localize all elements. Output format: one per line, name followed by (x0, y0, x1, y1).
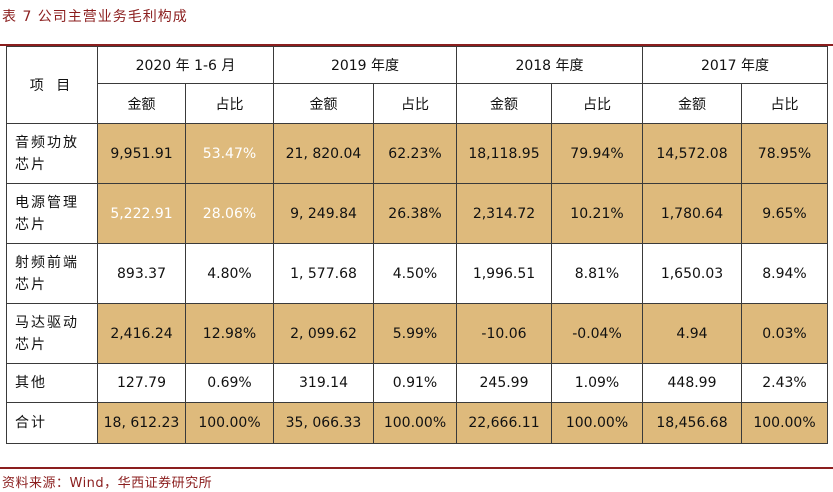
table-row: 电源管理 芯片 5,222.91 28.06% 9, 249.84 26.38% … (6, 183, 828, 244)
share-cell: 8.94% (741, 243, 828, 304)
share-cell: 5.99% (373, 303, 457, 364)
amount-header: 金额 (456, 83, 552, 124)
share-header: 占比 (741, 83, 828, 124)
amount-cell: 448.99 (642, 363, 742, 403)
row-label: 马达驱动 芯片 (6, 303, 98, 364)
amount-cell: 22,666.11 (456, 402, 552, 444)
row-label: 音频功放 芯片 (6, 123, 98, 184)
row-label: 其他 (6, 363, 98, 403)
amount-header: 金额 (642, 83, 742, 124)
row-label-line1: 射频前端 (15, 254, 79, 271)
share-cell: 4.50% (373, 243, 457, 304)
table-row: 射频前端芯片 893.37 4.80% 1, 577.68 4.50% 1,99… (6, 243, 828, 304)
amount-header: 金额 (273, 83, 374, 124)
row-label: 射频前端 芯片 (6, 243, 98, 304)
amount-cell: 18,456.68 (642, 402, 742, 444)
period-header: 2017 年度 (642, 46, 828, 84)
share-cell: -0.04% (551, 303, 643, 364)
share-cell: 26.38% (373, 183, 457, 244)
share-cell: 0.03% (741, 303, 828, 364)
amount-cell: -10.06 (456, 303, 552, 364)
amount-header: 金额 (97, 83, 186, 124)
share-cell: 28.06% (185, 183, 274, 244)
period-header: 2018 年度 (456, 46, 643, 84)
share-cell: 4.80% (185, 243, 274, 304)
amount-cell: 2, 099.62 (273, 303, 374, 364)
share-cell: 53.47% (185, 123, 274, 184)
share-cell: 1.09% (551, 363, 643, 403)
row-label-line1: 马达驱动 (15, 314, 79, 331)
share-header: 占比 (185, 83, 274, 124)
period-header: 2019 年度 (273, 46, 457, 84)
amount-cell: 21, 820.04 (273, 123, 374, 184)
amount-cell: 127.79 (97, 363, 186, 403)
share-cell: 2.43% (741, 363, 828, 403)
share-cell: 9.65% (741, 183, 828, 244)
amount-cell: 1, 577.68 (273, 243, 374, 304)
amount-cell: 319.14 (273, 363, 374, 403)
row-label: 合计 (6, 402, 98, 444)
period-header: 2020 年 1-6 月 (97, 46, 274, 84)
amount-cell: 9,951.91 (97, 123, 186, 184)
share-cell: 0.69% (185, 363, 274, 403)
share-cell: 78.95% (741, 123, 828, 184)
item-header: 项 目 (6, 46, 98, 124)
share-header: 占比 (373, 83, 457, 124)
amount-cell: 4.94 (642, 303, 742, 364)
table-title: 表 7 公司主营业务毛利构成 (2, 9, 188, 25)
amount-cell: 5,222.91 (97, 183, 186, 244)
table-row-total: 合计 18, 612.23 100.00% 35, 066.33 100.00%… (6, 402, 828, 444)
amount-cell: 245.99 (456, 363, 552, 403)
row-label-line2: 芯片 (15, 336, 47, 353)
row-label-line2: 芯片 (15, 276, 47, 293)
gross-profit-table: 项 目 2020 年 1-6 月 2019 年度 2018 年度 2017 年度… (6, 46, 828, 444)
share-header: 占比 (551, 83, 643, 124)
share-cell: 100.00% (185, 402, 274, 444)
top-rule (0, 44, 833, 46)
bottom-rule (0, 467, 833, 469)
row-label-line2: 芯片 (15, 156, 47, 173)
amount-cell: 35, 066.33 (273, 402, 374, 444)
amount-cell: 893.37 (97, 243, 186, 304)
amount-cell: 1,780.64 (642, 183, 742, 244)
table-row: 马达驱动芯片 2,416.24 12.98% 2, 099.62 5.99% -… (6, 303, 828, 364)
share-cell: 0.91% (373, 363, 457, 403)
amount-cell: 18, 612.23 (97, 402, 186, 444)
share-cell: 62.23% (373, 123, 457, 184)
amount-cell: 2,314.72 (456, 183, 552, 244)
row-label: 电源管理 芯片 (6, 183, 98, 244)
amount-cell: 9, 249.84 (273, 183, 374, 244)
table-row: 其他 127.79 0.69% 319.14 0.91% 245.99 1.09… (6, 363, 828, 403)
share-cell: 12.98% (185, 303, 274, 364)
share-cell: 8.81% (551, 243, 643, 304)
row-label-line1: 音频功放 (15, 134, 79, 151)
amount-cell: 1,996.51 (456, 243, 552, 304)
share-cell: 10.21% (551, 183, 643, 244)
header-row-periods: 项 目 2020 年 1-6 月 2019 年度 2018 年度 2017 年度 (6, 46, 828, 124)
amount-cell: 18,118.95 (456, 123, 552, 184)
share-cell: 100.00% (741, 402, 828, 444)
amount-cell: 2,416.24 (97, 303, 186, 364)
share-cell: 100.00% (373, 402, 457, 444)
share-cell: 100.00% (551, 402, 643, 444)
share-cell: 79.94% (551, 123, 643, 184)
header-row-subcols: 金额 占比 金额 占比 金额 占比 金额 占比 (7, 83, 828, 124)
row-label-line2: 芯片 (15, 216, 47, 233)
amount-cell: 1,650.03 (642, 243, 742, 304)
amount-cell: 14,572.08 (642, 123, 742, 184)
source-note: 资料来源：Wind，华西证券研究所 (2, 476, 213, 491)
table-row: 音频功放芯片 9,951.91 53.47% 21, 820.04 62.23%… (6, 123, 828, 184)
row-label-line1: 电源管理 (15, 194, 79, 211)
